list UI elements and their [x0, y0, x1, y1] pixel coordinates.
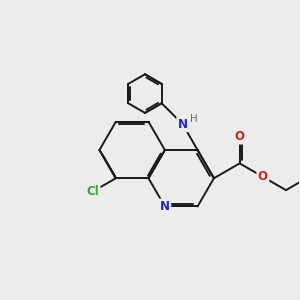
Text: Cl: Cl: [86, 185, 99, 198]
Text: H: H: [190, 114, 198, 124]
Text: O: O: [258, 170, 268, 183]
Text: N: N: [178, 118, 188, 131]
Text: N: N: [160, 200, 170, 213]
Text: O: O: [235, 130, 244, 143]
